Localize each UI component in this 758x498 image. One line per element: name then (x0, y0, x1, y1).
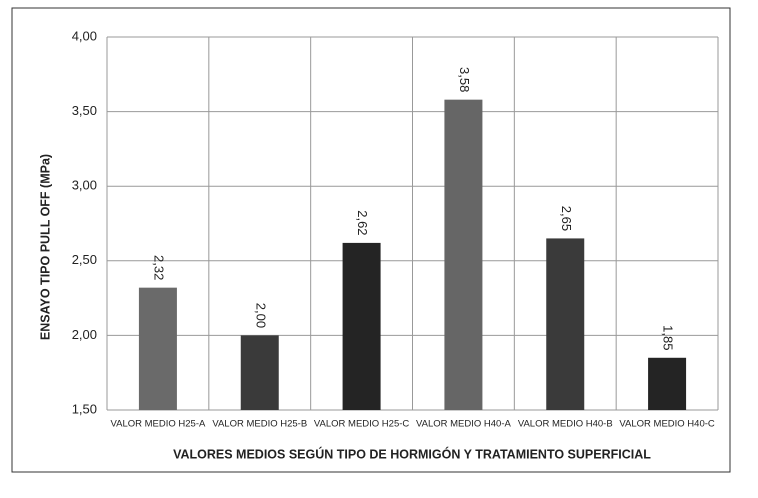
bar (342, 242, 381, 410)
y-tick-label: 3,50 (72, 103, 97, 118)
y-tick-label: 4,00 (72, 28, 97, 43)
value-label: 1,85 (661, 325, 676, 350)
bar (240, 335, 279, 410)
bar (546, 238, 585, 410)
frame (11, 7, 731, 473)
bar (138, 287, 177, 410)
bar (648, 357, 687, 410)
bar (444, 99, 483, 410)
value-label: 2,00 (253, 303, 268, 328)
y-tick-label: 3,00 (72, 178, 97, 193)
value-label: 2,32 (151, 255, 166, 280)
y-axis-title: ENSAYO TIPO PULL OFF (MPa) (38, 154, 52, 340)
value-label: 2,65 (559, 206, 574, 231)
y-tick-label: 1,50 (72, 401, 97, 416)
value-label: 2,62 (355, 210, 370, 235)
x-tick-label: VALOR MEDIO H25-C (314, 419, 410, 430)
y-tick-label: 2,00 (72, 327, 97, 342)
x-tick-label: VALOR MEDIO H25-A (110, 419, 206, 430)
y-tick-label: 2,50 (72, 252, 97, 267)
x-tick-label: VALOR MEDIO H40-A (416, 419, 512, 430)
x-tick-label: VALOR MEDIO H25-B (212, 419, 307, 430)
x-tick-label: VALOR MEDIO H40-B (518, 419, 613, 430)
value-label: 3,58 (457, 67, 472, 92)
x-tick-label: VALOR MEDIO H40-C (619, 419, 715, 430)
x-axis-title: VALORES MEDIOS SEGÚN TIPO DE HORMIGÓN Y … (173, 446, 651, 461)
